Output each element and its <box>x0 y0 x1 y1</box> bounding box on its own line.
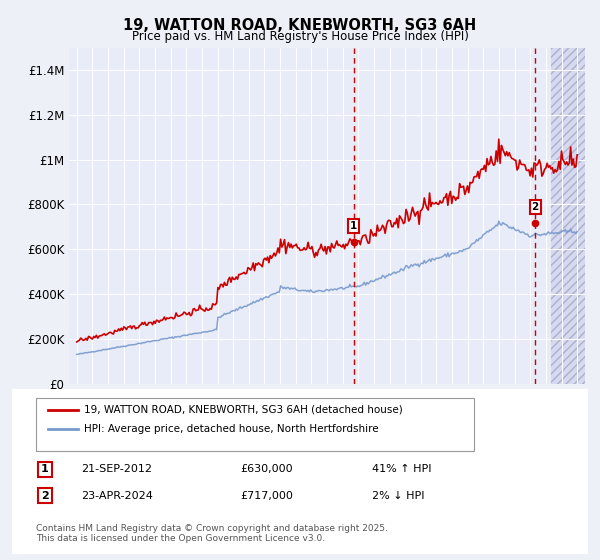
Text: 19, WATTON ROAD, KNEBWORTH, SG3 6AH (detached house): 19, WATTON ROAD, KNEBWORTH, SG3 6AH (det… <box>84 405 403 415</box>
Text: £717,000: £717,000 <box>240 491 293 501</box>
Text: 41% ↑ HPI: 41% ↑ HPI <box>372 464 431 474</box>
Text: 1: 1 <box>41 464 49 474</box>
Text: 19, WATTON ROAD, KNEBWORTH, SG3 6AH: 19, WATTON ROAD, KNEBWORTH, SG3 6AH <box>124 18 476 34</box>
Text: 2: 2 <box>41 491 49 501</box>
Text: HPI: Average price, detached house, North Hertfordshire: HPI: Average price, detached house, Nort… <box>84 424 379 434</box>
Text: 23-APR-2024: 23-APR-2024 <box>81 491 153 501</box>
Text: 1: 1 <box>350 221 358 231</box>
Text: Price paid vs. HM Land Registry's House Price Index (HPI): Price paid vs. HM Land Registry's House … <box>131 30 469 43</box>
Bar <box>551 48 585 384</box>
Text: 2% ↓ HPI: 2% ↓ HPI <box>372 491 425 501</box>
Text: 2: 2 <box>532 202 539 212</box>
Text: 21-SEP-2012: 21-SEP-2012 <box>81 464 152 474</box>
Text: Contains HM Land Registry data © Crown copyright and database right 2025.
This d: Contains HM Land Registry data © Crown c… <box>36 524 388 543</box>
Text: £630,000: £630,000 <box>240 464 293 474</box>
